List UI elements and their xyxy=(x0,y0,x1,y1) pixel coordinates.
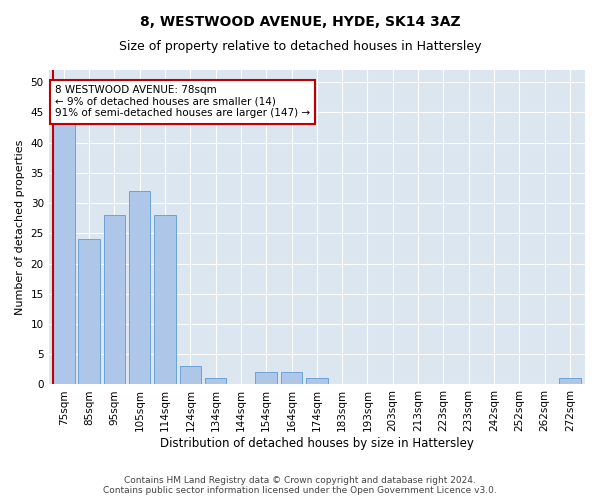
Bar xyxy=(79,240,100,384)
Bar xyxy=(104,215,125,384)
Y-axis label: Number of detached properties: Number of detached properties xyxy=(15,140,25,315)
Bar xyxy=(281,372,302,384)
Text: Contains HM Land Registry data © Crown copyright and database right 2024.
Contai: Contains HM Land Registry data © Crown c… xyxy=(103,476,497,495)
Bar xyxy=(154,215,176,384)
Bar xyxy=(306,378,328,384)
Bar xyxy=(53,112,74,384)
Bar xyxy=(205,378,226,384)
Text: 8, WESTWOOD AVENUE, HYDE, SK14 3AZ: 8, WESTWOOD AVENUE, HYDE, SK14 3AZ xyxy=(140,15,460,29)
Bar xyxy=(129,191,151,384)
Bar xyxy=(179,366,201,384)
Text: 8 WESTWOOD AVENUE: 78sqm
← 9% of detached houses are smaller (14)
91% of semi-de: 8 WESTWOOD AVENUE: 78sqm ← 9% of detache… xyxy=(55,85,310,118)
Bar xyxy=(559,378,581,384)
Text: Size of property relative to detached houses in Hattersley: Size of property relative to detached ho… xyxy=(119,40,481,53)
Bar xyxy=(256,372,277,384)
X-axis label: Distribution of detached houses by size in Hattersley: Distribution of detached houses by size … xyxy=(160,437,474,450)
